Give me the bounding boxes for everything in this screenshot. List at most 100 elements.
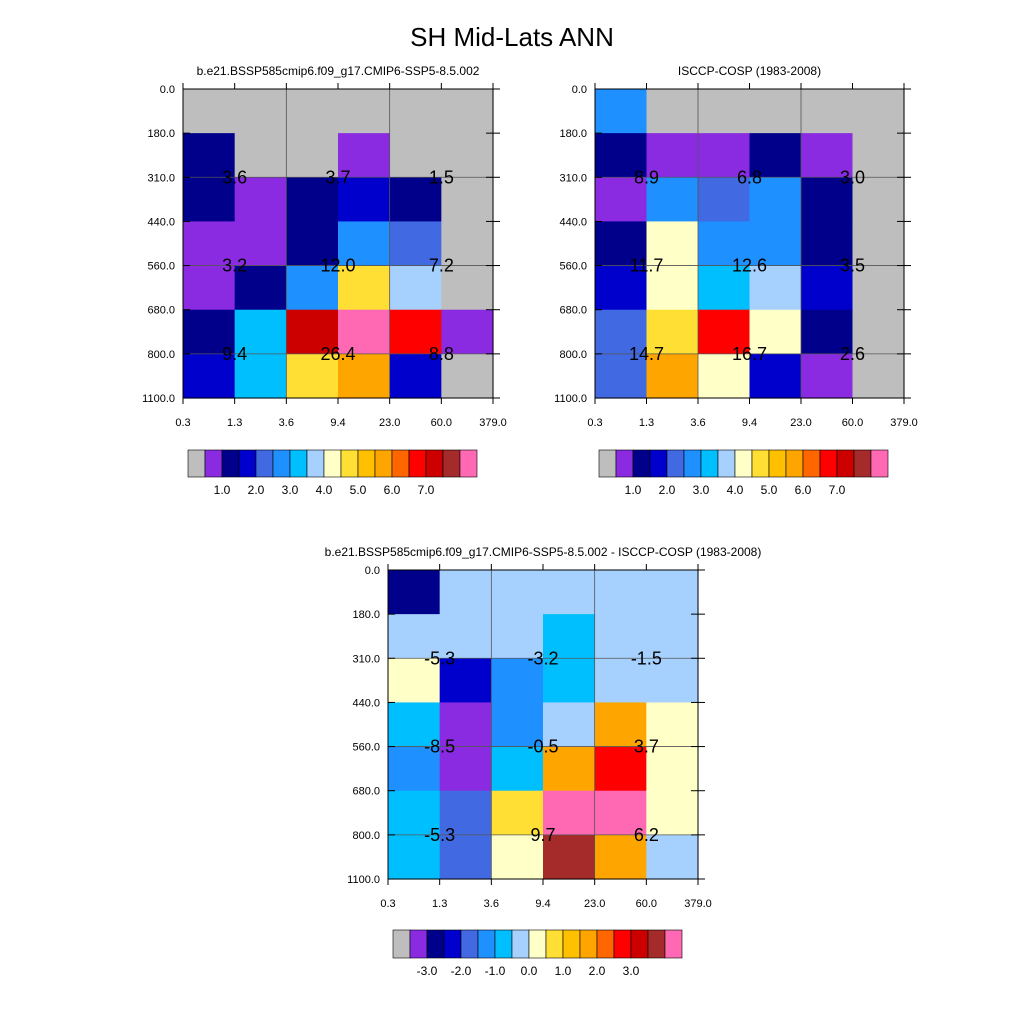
colorbar-swatch xyxy=(870,449,889,478)
heatmap-cell xyxy=(595,265,648,311)
colorbar-swatch xyxy=(734,449,753,478)
heatmap-cell xyxy=(439,702,492,748)
heatmap-cell xyxy=(646,221,699,267)
panel-title: b.e21.BSSP585cmip6.f09_g17.CMIP6-SSP5-8.… xyxy=(197,64,480,78)
colorbar-swatch xyxy=(649,449,668,478)
heatmap-cell xyxy=(646,89,699,134)
heatmap-cell xyxy=(749,353,802,399)
heatmap-cell xyxy=(389,89,442,134)
heatmap-cell xyxy=(491,746,544,792)
panel-title: b.e21.BSSP585cmip6.f09_g17.CMIP6-SSP5-8.… xyxy=(325,545,762,559)
heatmap-cell xyxy=(594,614,647,659)
heatmap-cell xyxy=(441,89,494,134)
heatmap-cell xyxy=(852,221,905,267)
colorbar-swatch xyxy=(289,449,308,478)
colorbar-swatch xyxy=(598,449,617,478)
heatmap-cell xyxy=(801,89,854,134)
summary-value: -1.5 xyxy=(631,648,662,668)
heatmap-cell xyxy=(801,221,854,267)
heatmap-cell xyxy=(646,309,699,355)
colorbar-swatch xyxy=(391,449,410,478)
colorbar-swatch xyxy=(306,449,325,478)
colorbar-tick-label: 2.0 xyxy=(659,483,676,497)
summary-value: 16.7 xyxy=(732,344,767,364)
colorbar-tick-label: 3.0 xyxy=(623,964,640,978)
figure-title: SH Mid-Lats ANN xyxy=(410,22,614,52)
colorbar-swatch xyxy=(717,449,736,478)
colorbar-tick-label: -2.0 xyxy=(451,964,472,978)
colorbar-swatch xyxy=(340,449,359,478)
heatmap-cell xyxy=(749,177,802,223)
x-tick-label: 23.0 xyxy=(584,898,605,910)
colorbar-tick-label: 5.0 xyxy=(350,483,367,497)
summary-value: 7.2 xyxy=(429,256,454,276)
colorbar-swatch xyxy=(836,449,855,478)
heatmap-cell xyxy=(491,658,544,704)
panel-2: ISCCP-COSP (1983-2008) 0.0 180.0 310.0 440.0… xyxy=(554,64,918,497)
heatmap-cell xyxy=(389,265,442,311)
heatmap-cell xyxy=(646,177,699,223)
heatmap-cell xyxy=(646,746,699,792)
y-tick-label: 1100.0 xyxy=(142,393,175,405)
x-tick-label: 379.0 xyxy=(890,417,918,429)
colorbar-tick-label: 2.0 xyxy=(248,483,265,497)
heatmap-cell xyxy=(646,702,699,748)
heatmap-cell xyxy=(698,177,751,223)
y-tick-label: 180.0 xyxy=(352,609,380,621)
heatmap-cell xyxy=(801,265,854,311)
heatmap-cell xyxy=(491,614,544,659)
colorbar-swatch xyxy=(683,449,702,478)
heatmap-cell xyxy=(234,353,287,399)
heatmap-cell xyxy=(595,221,648,267)
y-tick-label: 310.0 xyxy=(559,172,587,184)
colorbar-tick-label: 1.0 xyxy=(214,483,231,497)
heatmap-cell xyxy=(852,309,905,355)
heatmap-cell xyxy=(698,265,751,311)
summary-value: 9.4 xyxy=(222,344,247,364)
colorbar-tick-label: -3.0 xyxy=(417,964,438,978)
summary-value: -5.3 xyxy=(424,825,455,845)
heatmap-cell xyxy=(491,570,544,615)
summary-value: 26.4 xyxy=(320,344,355,364)
heatmap-cell xyxy=(441,309,494,355)
x-tick-label: 1.3 xyxy=(227,417,242,429)
heatmap-cell xyxy=(543,658,596,704)
y-tick-label: 440.0 xyxy=(352,697,380,709)
x-tick-label: 3.6 xyxy=(690,417,705,429)
heatmap-cell xyxy=(388,614,441,659)
heatmap-cell xyxy=(441,221,494,267)
y-tick-label: 310.0 xyxy=(352,653,380,665)
y-tick-label: 180.0 xyxy=(147,128,175,140)
heatmap-cell xyxy=(234,133,287,178)
y-tick-label: 310.0 xyxy=(147,172,175,184)
heatmap-cell xyxy=(389,177,442,223)
heatmap-cell xyxy=(543,746,596,792)
colorbar-swatch xyxy=(664,929,683,959)
heatmap-cell xyxy=(698,221,751,267)
y-tick-label: 440.0 xyxy=(559,216,587,228)
heatmap-cell xyxy=(594,790,647,836)
colorbar-swatch xyxy=(409,929,428,959)
heatmap-cell xyxy=(439,746,492,792)
heatmap-cell xyxy=(491,834,544,880)
heatmap-cell xyxy=(595,309,648,355)
summary-value: -8.5 xyxy=(424,737,455,757)
colorbar-tick-label: 3.0 xyxy=(693,483,710,497)
heatmap-cell xyxy=(286,133,339,178)
summary-value: 3.7 xyxy=(325,167,350,187)
summary-value: -0.5 xyxy=(527,737,558,757)
heatmap-cell xyxy=(852,89,905,134)
colorbar-swatch xyxy=(666,449,685,478)
colorbar-tick-label: 5.0 xyxy=(761,483,778,497)
colorbar-swatch xyxy=(632,449,651,478)
heatmap-cell xyxy=(852,353,905,399)
heatmap-cell xyxy=(286,353,339,399)
colorbar-swatch xyxy=(442,449,461,478)
colorbar-swatch xyxy=(494,929,513,959)
heatmap-cell xyxy=(441,177,494,223)
colorbar-swatch xyxy=(768,449,787,478)
heatmap-cell xyxy=(338,221,391,267)
heatmap-cell xyxy=(801,133,854,178)
y-tick-label: 0.0 xyxy=(365,565,380,577)
